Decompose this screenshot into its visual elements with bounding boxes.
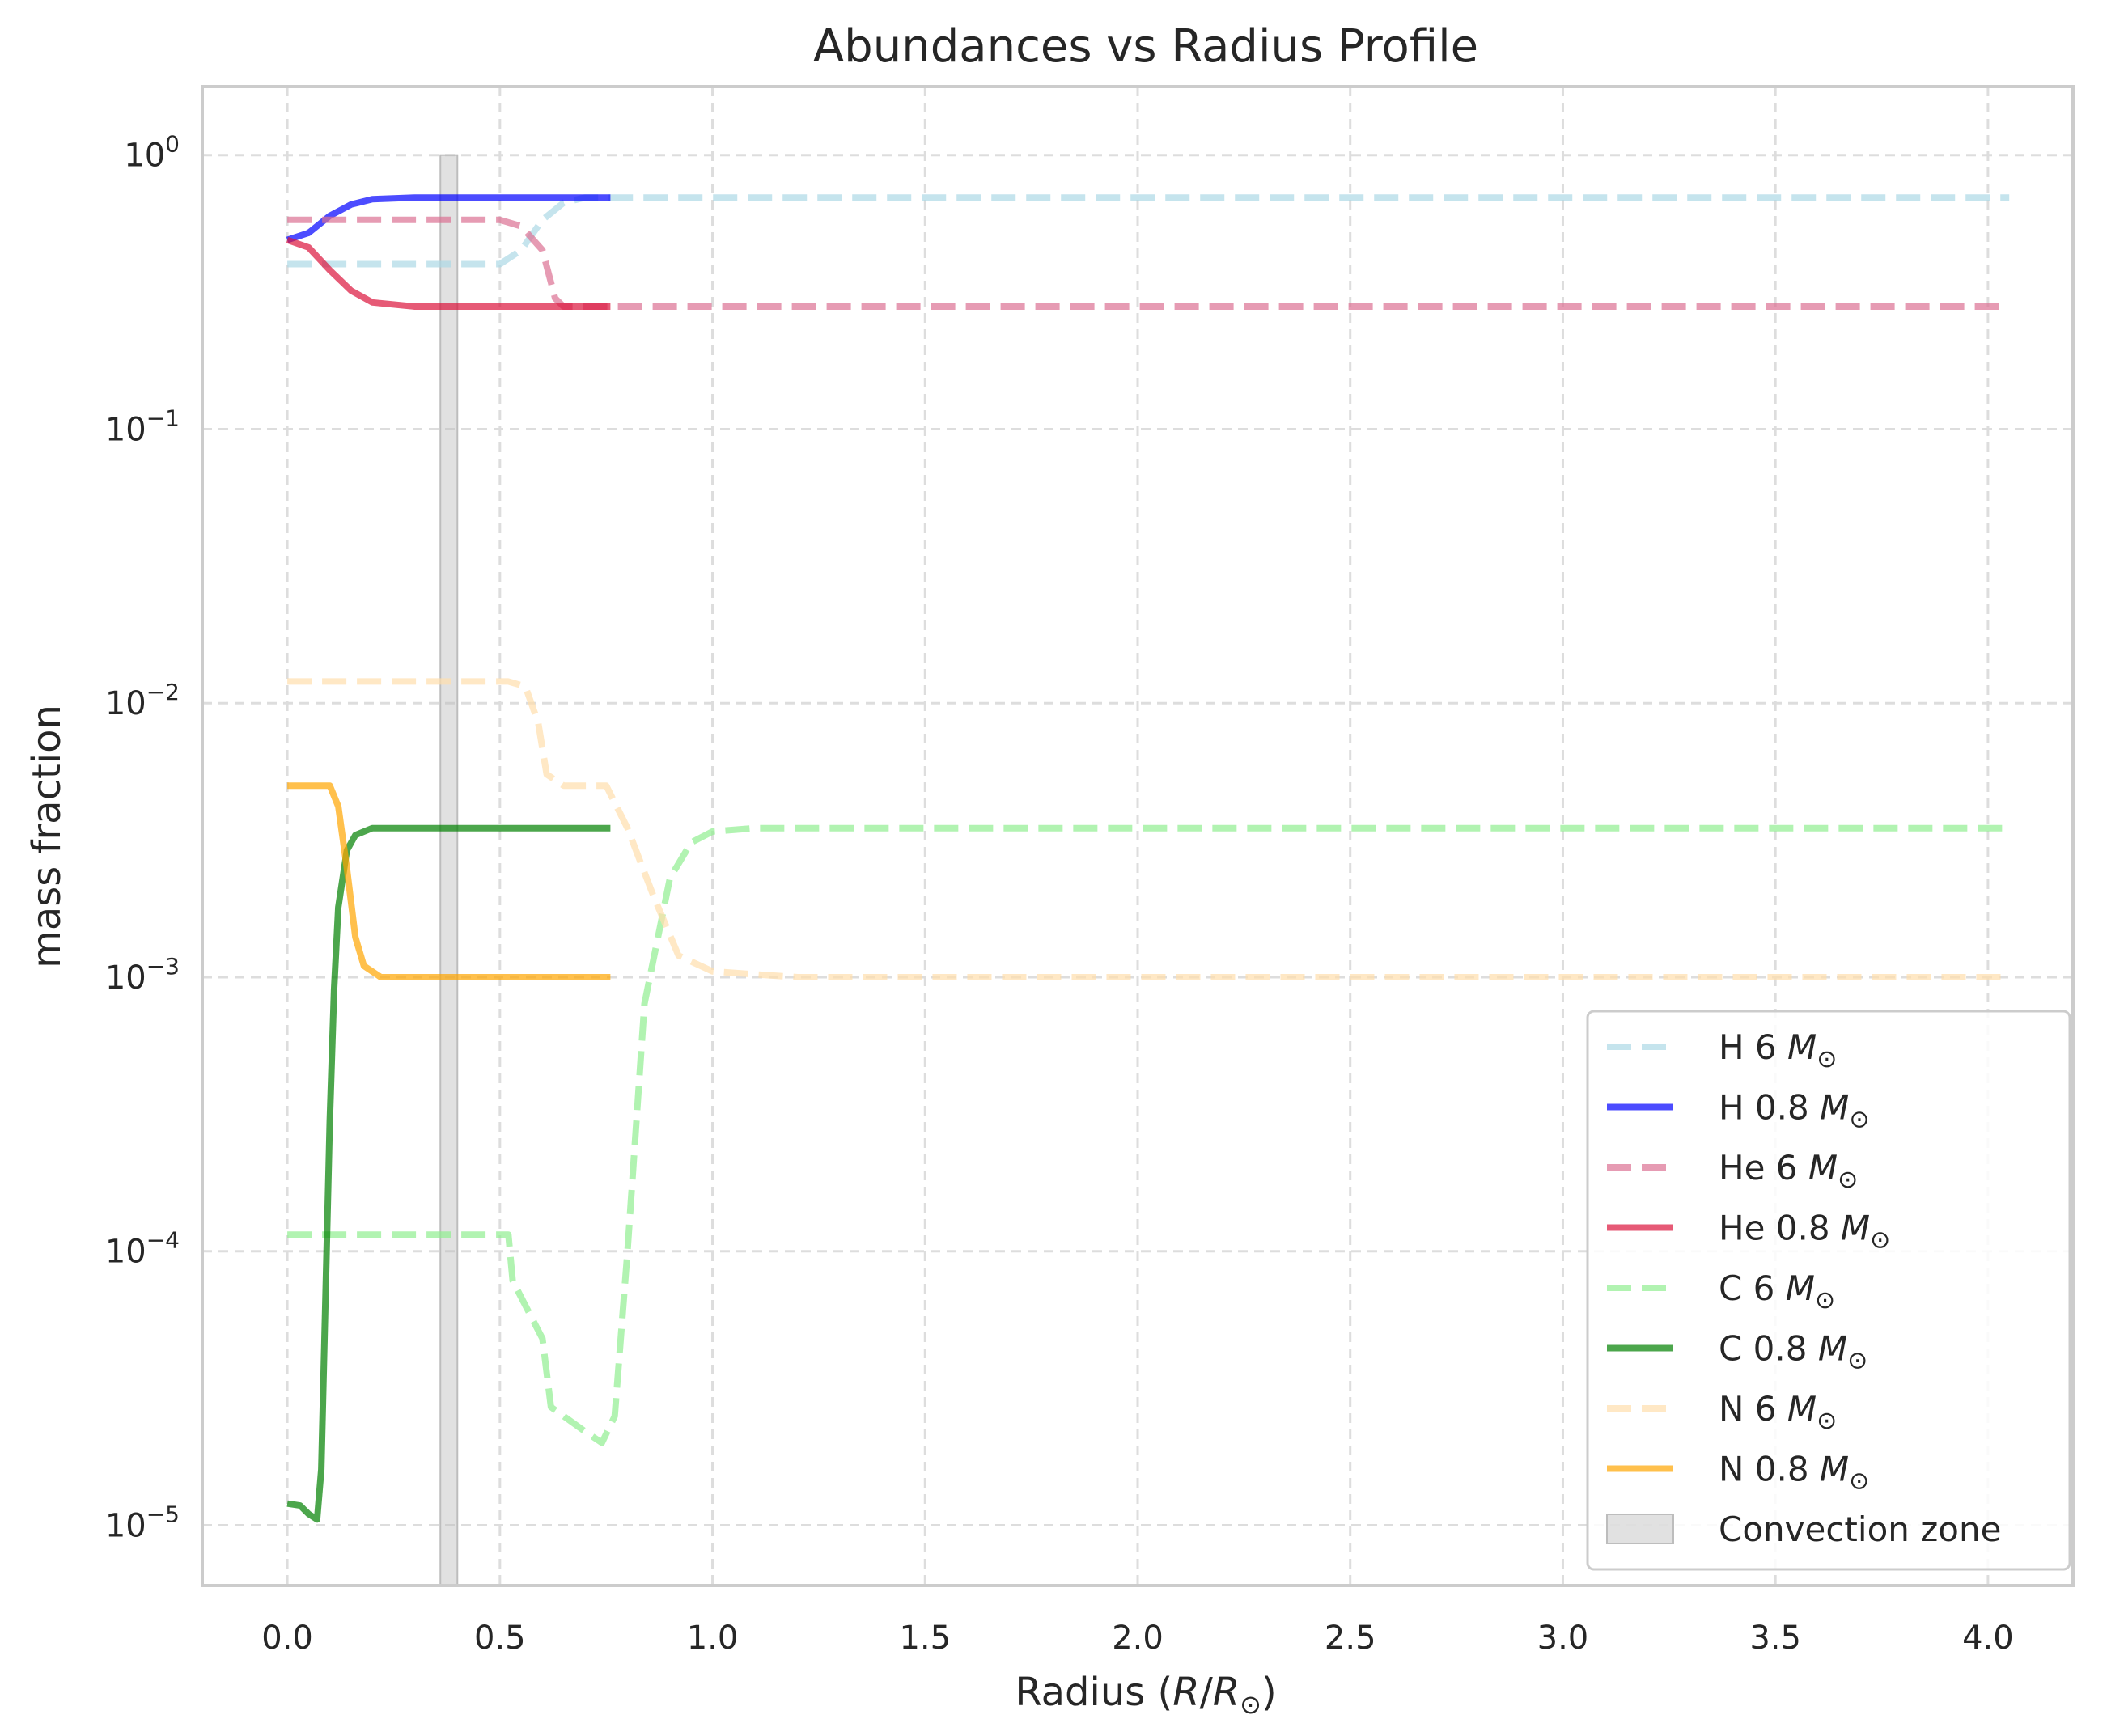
legend-label: He 6 M⊙ — [1719, 1148, 1858, 1194]
x-tick-label: 4.0 — [1962, 1620, 2014, 1657]
grid — [202, 87, 2073, 1586]
x-tick-label: 1.0 — [687, 1620, 739, 1657]
legend: H 6 M⊙ H 0.8 M⊙ He 6 M⊙ He 0.8 M⊙ C 6 M⊙ C 0.… — [1586, 1010, 2071, 1571]
legend-box — [1586, 1010, 2071, 1571]
legend-label: N 6 M⊙ — [1719, 1389, 1837, 1435]
legend-label: H 0.8 M⊙ — [1719, 1088, 1869, 1134]
convection-zone-band — [439, 154, 459, 1586]
plot-frame — [201, 85, 2075, 1587]
x-tick-labels: 0.0 0.5 1.0 1.5 2.0 2.5 3.0 3.5 4.0 — [261, 1620, 2013, 1657]
x-tick-label: 2.5 — [1325, 1620, 1376, 1657]
convection-zone — [439, 154, 459, 1586]
x-tick-label: 0.0 — [261, 1620, 313, 1657]
y-tick-label: 10−4 — [105, 1227, 180, 1271]
x-tick-label: 0.5 — [474, 1620, 526, 1657]
x-tick-label: 3.0 — [1537, 1620, 1589, 1657]
y-tick-labels: 100 10−1 10−2 10−3 10−4 10−5 — [105, 131, 180, 1545]
legend-label-convection: Convection zone — [1719, 1509, 2001, 1549]
x-tick-label: 1.5 — [899, 1620, 951, 1657]
legend-swatch-convection — [1606, 1514, 1674, 1544]
series-line-5 — [286, 824, 611, 1523]
y-axis-title: mass fraction — [24, 705, 70, 968]
series-line-7 — [287, 782, 611, 980]
y-tick-label: 100 — [124, 131, 180, 175]
legend-label: C 0.8 M⊙ — [1719, 1329, 1867, 1375]
series-line-3 — [286, 236, 611, 310]
legend-label: He 0.8 M⊙ — [1719, 1209, 1890, 1255]
legend-label: N 0.8 M⊙ — [1719, 1450, 1869, 1496]
legend-label: H 6 M⊙ — [1719, 1027, 1837, 1073]
x-axis-title: Radius (R/R⊙) — [1015, 1670, 1276, 1720]
series-layer — [286, 194, 2010, 1523]
y-tick-label: 10−2 — [105, 679, 180, 722]
x-tick-label: 2.0 — [1112, 1620, 1164, 1657]
y-tick-label: 10−5 — [105, 1501, 180, 1544]
chart-title: Abundances vs Radius Profile — [813, 20, 1478, 73]
x-tick-label: 3.5 — [1749, 1620, 1801, 1657]
legend-label: C 6 M⊙ — [1719, 1268, 1835, 1315]
y-tick-label: 10−1 — [105, 404, 180, 448]
series-line-1 — [286, 194, 611, 243]
y-tick-label: 10−3 — [105, 953, 180, 997]
series-line-4 — [287, 824, 2010, 1446]
series-line-6 — [287, 678, 2010, 980]
